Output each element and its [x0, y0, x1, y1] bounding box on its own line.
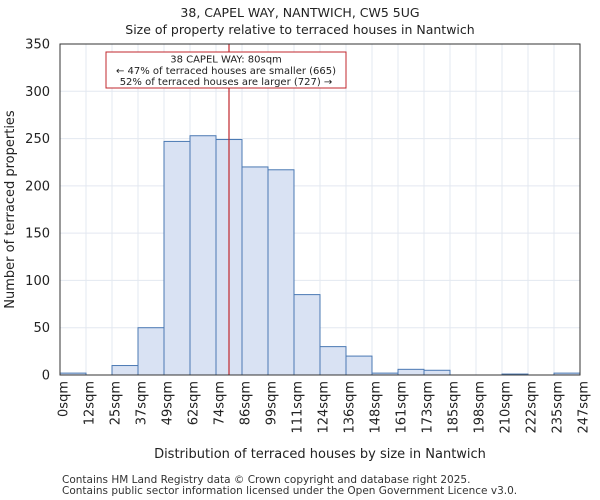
- footer-line-2: Contains public sector information licen…: [62, 485, 518, 497]
- x-tick-label: 173sqm: [421, 381, 436, 434]
- y-tick-label: 350: [25, 38, 50, 53]
- annotation-line: 38 CAPEL WAY: 80sqm: [170, 55, 282, 66]
- label-layer: 0 50 100 150 200 250 300 350 0sqm 12sqm 25sqm 37sqm…: [3, 38, 592, 463]
- x-tick-label: 62sqm: [187, 381, 202, 425]
- axes-frame: [59, 43, 581, 376]
- x-tick-label: 161sqm: [395, 381, 410, 434]
- y-tick-label: 300: [25, 85, 50, 100]
- x-tick-label: 210sqm: [499, 381, 514, 434]
- chart-subtitle: Size of property relative to terraced ho…: [125, 22, 475, 37]
- histogram-bar: [111, 365, 139, 376]
- histogram-bar: [137, 327, 165, 376]
- y-tick-label: 0: [42, 369, 50, 384]
- x-tick-label: 247sqm: [577, 381, 592, 434]
- x-tick-label: 235sqm: [551, 381, 566, 434]
- x-tick-label: 0sqm: [57, 381, 72, 417]
- y-tick-label: 150: [25, 227, 50, 242]
- chart-title: 38, CAPEL WAY, NANTWICH, CW5 5UG: [180, 5, 420, 20]
- histogram-bar: [319, 346, 347, 376]
- x-tick-label: 185sqm: [447, 381, 462, 434]
- histogram-bar: [267, 169, 295, 376]
- annotation-line: 52% of terraced houses are larger (727) …: [120, 77, 333, 88]
- x-tick-label: 99sqm: [265, 381, 280, 425]
- y-tick-label: 200: [25, 179, 50, 194]
- x-tick-label: 124sqm: [317, 381, 332, 434]
- y-axis-title: Number of terraced properties: [3, 110, 18, 309]
- axis-layer: [59, 43, 581, 376]
- footer-line-1: Contains HM Land Registry data © Crown c…: [62, 474, 471, 486]
- histogram-bar: [293, 294, 321, 376]
- x-tick-label: 74sqm: [213, 381, 228, 425]
- histogram-chart: 38 CAPEL WAY: 80sqm← 47% of terraced hou…: [3, 38, 592, 463]
- x-tick-label: 37sqm: [135, 381, 150, 425]
- y-tick-label: 100: [25, 274, 50, 289]
- x-tick-label: 25sqm: [109, 381, 124, 425]
- y-tick-label: 50: [33, 321, 50, 336]
- x-tick-label: 148sqm: [369, 381, 384, 434]
- x-tick-label: 49sqm: [161, 381, 176, 425]
- x-tick-label: 198sqm: [473, 381, 488, 434]
- x-tick-label: 136sqm: [343, 381, 358, 434]
- x-tick-label: 111sqm: [291, 381, 306, 434]
- x-tick-label: 86sqm: [239, 381, 254, 425]
- x-tick-label: 12sqm: [83, 381, 98, 425]
- x-axis-title: Distribution of terraced houses by size …: [154, 447, 486, 462]
- x-tick-label: 222sqm: [525, 381, 540, 434]
- annotation-line: ← 47% of terraced houses are smaller (66…: [116, 66, 336, 77]
- annotation-box: [105, 51, 347, 89]
- histogram-bar: [163, 140, 191, 376]
- histogram-bar: [241, 166, 269, 376]
- histogram-bar: [189, 135, 217, 376]
- histogram-bar: [397, 368, 425, 376]
- marker-layer: 38 CAPEL WAY: 80sqm← 47% of terraced hou…: [105, 44, 347, 375]
- histogram-bar: [423, 369, 451, 376]
- y-tick-label: 250: [25, 132, 50, 147]
- histogram-bar: [345, 355, 373, 376]
